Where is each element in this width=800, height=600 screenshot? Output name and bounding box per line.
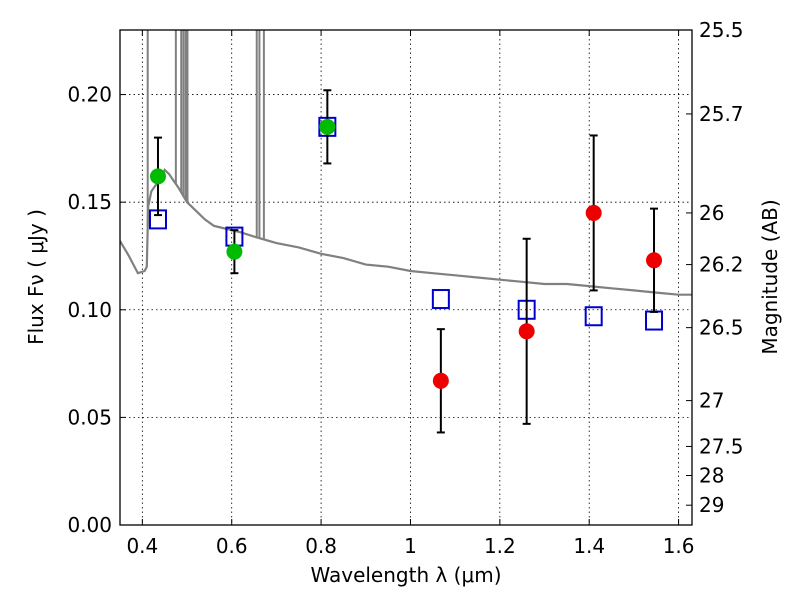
data-point-marker: [149, 168, 166, 185]
y2-tick-label: 29: [699, 493, 724, 517]
spectrum-line: [120, 167, 692, 296]
x-tick-label: 1.2: [484, 534, 516, 558]
grid: [120, 30, 692, 526]
data-point-marker: [585, 204, 602, 221]
x-tick-label: 1.6: [663, 534, 695, 558]
axis-ticks: 0.4 0.6 0.8 1 1.2 1.4 1.6 0.00 0.05 0.10 0.15 0.20 2…: [67, 18, 743, 558]
data-point-marker: [226, 243, 243, 260]
y2-tick-label: 28: [699, 464, 724, 488]
x-tick-label: 0.4: [126, 534, 158, 558]
data-point-marker: [432, 372, 449, 389]
y-tick-label: 0.20: [67, 83, 112, 107]
x-axis-label: Wavelength λ (μm): [310, 563, 501, 587]
data-series: [148, 89, 664, 434]
data-point-marker: [518, 323, 535, 340]
x-tick-label: 1: [404, 534, 417, 558]
y2-tick-label: 27: [699, 389, 724, 413]
x-tick-label: 0.6: [216, 534, 248, 558]
model-spectrum: [120, 30, 692, 296]
y2-tick-label: 25.7: [699, 102, 744, 126]
model-square-marker: [645, 310, 664, 331]
y2-tick-label: 25.5: [699, 18, 744, 42]
y-tick-label: 0.05: [67, 405, 112, 429]
x-tick-label: 1.4: [573, 534, 605, 558]
model-square-marker: [584, 306, 603, 327]
model-square-marker: [431, 289, 450, 310]
y-tick-label: 0.00: [67, 513, 112, 537]
data-point-marker: [646, 252, 663, 269]
y-axis-label: Flux Fν ( μJy ): [24, 209, 48, 345]
y2-tick-label: 26: [699, 201, 724, 225]
data-point-marker: [319, 118, 336, 135]
y2-axis-label: Magnitude (AB): [758, 199, 782, 354]
x-tick-label: 0.8: [305, 534, 337, 558]
y-tick-label: 0.10: [67, 298, 112, 322]
y2-tick-label: 26.2: [699, 253, 744, 277]
y2-tick-label: 26.5: [699, 316, 744, 340]
plot-frame: [119, 29, 693, 526]
y-tick-label: 0.15: [67, 190, 112, 214]
y2-tick-label: 27.5: [699, 434, 744, 458]
